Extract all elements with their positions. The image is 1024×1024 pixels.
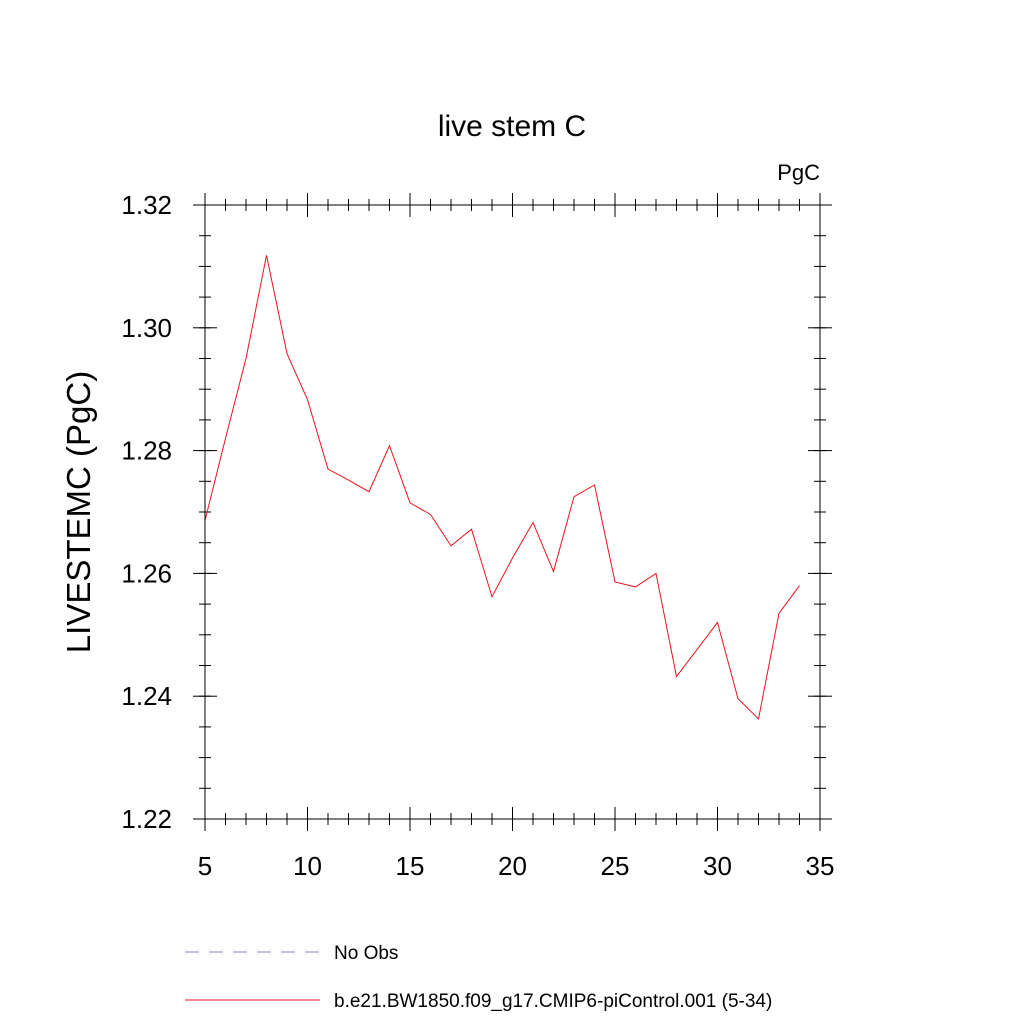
y-tick-label: 1.30 bbox=[121, 313, 172, 343]
y-tick-label: 1.22 bbox=[121, 804, 172, 834]
x-tick-label: 5 bbox=[198, 851, 212, 881]
major-ticks bbox=[193, 193, 832, 831]
legend: No Obs b.e21.BW1850.f09_g17.CMIP6-piContr… bbox=[185, 943, 772, 1012]
x-tick-label: 25 bbox=[601, 851, 630, 881]
legend-label-0: No Obs bbox=[334, 943, 398, 964]
x-tick-labels: 5 10 15 20 25 30 35 bbox=[198, 851, 835, 881]
y-tick-label: 1.32 bbox=[121, 190, 172, 220]
x-tick-label: 15 bbox=[396, 851, 425, 881]
x-tick-label: 35 bbox=[806, 851, 835, 881]
x-tick-label: 10 bbox=[293, 851, 322, 881]
legend-label-1: b.e21.BW1850.f09_g17.CMIP6-piControl.001… bbox=[334, 991, 772, 1012]
minor-ticks bbox=[199, 199, 826, 825]
x-tick-label: 20 bbox=[498, 851, 527, 881]
plot-frame bbox=[204, 204, 821, 820]
x-tick-label: 30 bbox=[703, 851, 732, 881]
y-tick-label: 1.26 bbox=[121, 558, 172, 588]
y-tick-labels: 1.22 1.24 1.26 1.28 1.30 1.32 bbox=[121, 190, 172, 834]
y-tick-label: 1.24 bbox=[121, 681, 172, 711]
series-layer bbox=[204, 255, 800, 720]
y-axis-label: LIVESTEMC (PgC) bbox=[60, 371, 97, 653]
chart-title: live stem C bbox=[438, 110, 586, 143]
units-label: PgC bbox=[777, 160, 820, 185]
y-tick-label: 1.28 bbox=[121, 436, 172, 466]
series-line-0 bbox=[204, 255, 800, 720]
